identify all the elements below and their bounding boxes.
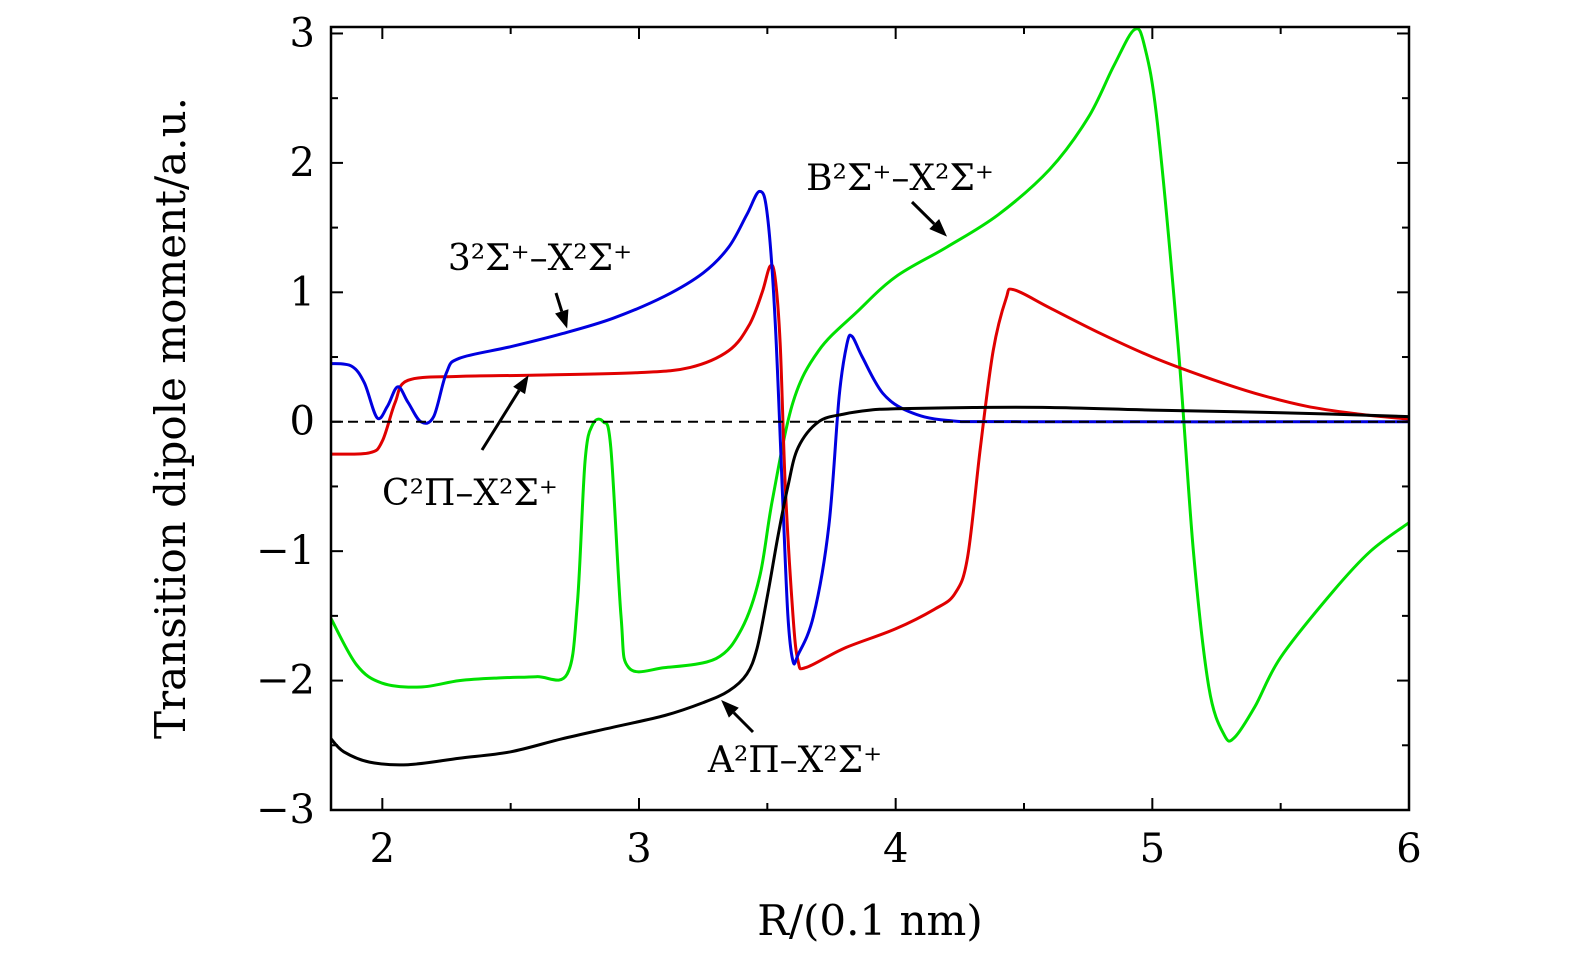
y-tick-label: 3 <box>290 10 315 56</box>
series-line-4 <box>331 405 1409 767</box>
annotation-arrow-line <box>732 711 755 734</box>
annotation-arrow-head <box>929 219 947 237</box>
annotation-arrow-line <box>480 389 521 451</box>
y-tick-label: 2 <box>290 140 315 186</box>
y-tick-label: 0 <box>290 399 315 445</box>
plot-frame <box>329 25 1411 812</box>
curve-label: A²Π–X²Σ⁺ <box>707 740 882 781</box>
curve-label: C²Π–X²Σ⁺ <box>382 473 558 514</box>
annotation-arrow-line <box>554 292 564 312</box>
x-tick-label: 5 <box>1140 826 1165 872</box>
y-tick-label: −1 <box>256 528 315 574</box>
x-tick-label: 3 <box>626 826 651 872</box>
y-axis-title: Transition dipole moment/a.u. <box>146 97 195 739</box>
curve-label: B²Σ⁺–X²Σ⁺ <box>806 158 994 199</box>
annotation-arrow-head <box>721 699 739 718</box>
x-axis-title: R/(0.1 nm) <box>757 896 983 945</box>
curve-label: 3²Σ⁺–X²Σ⁺ <box>448 238 632 279</box>
annotations-group: B²Σ⁺–X²Σ⁺ C²Π–X²Σ⁺ 3²Σ⁺–X²Σ⁺ A²Π–X²Σ⁺ <box>382 158 994 781</box>
x-tick-label: 4 <box>883 826 908 872</box>
series-line-2 <box>331 263 1409 671</box>
y-tick-label: 1 <box>290 269 315 315</box>
annotation-arrow-head <box>555 309 569 329</box>
annotation-arrow-head <box>513 375 529 395</box>
annotation-arrow-line <box>910 200 936 226</box>
series-line-1 <box>331 27 1409 743</box>
curves-group <box>331 27 1409 767</box>
x-tick-label: 6 <box>1396 826 1421 872</box>
y-tick-label: −2 <box>256 658 315 704</box>
ticks-group: 2 3 4 5 6 −3 −2 −1 0 1 2 3 <box>256 10 1422 872</box>
x-tick-label: 2 <box>370 826 395 872</box>
series-line-3 <box>331 189 1409 666</box>
y-tick-label: −3 <box>256 787 315 833</box>
